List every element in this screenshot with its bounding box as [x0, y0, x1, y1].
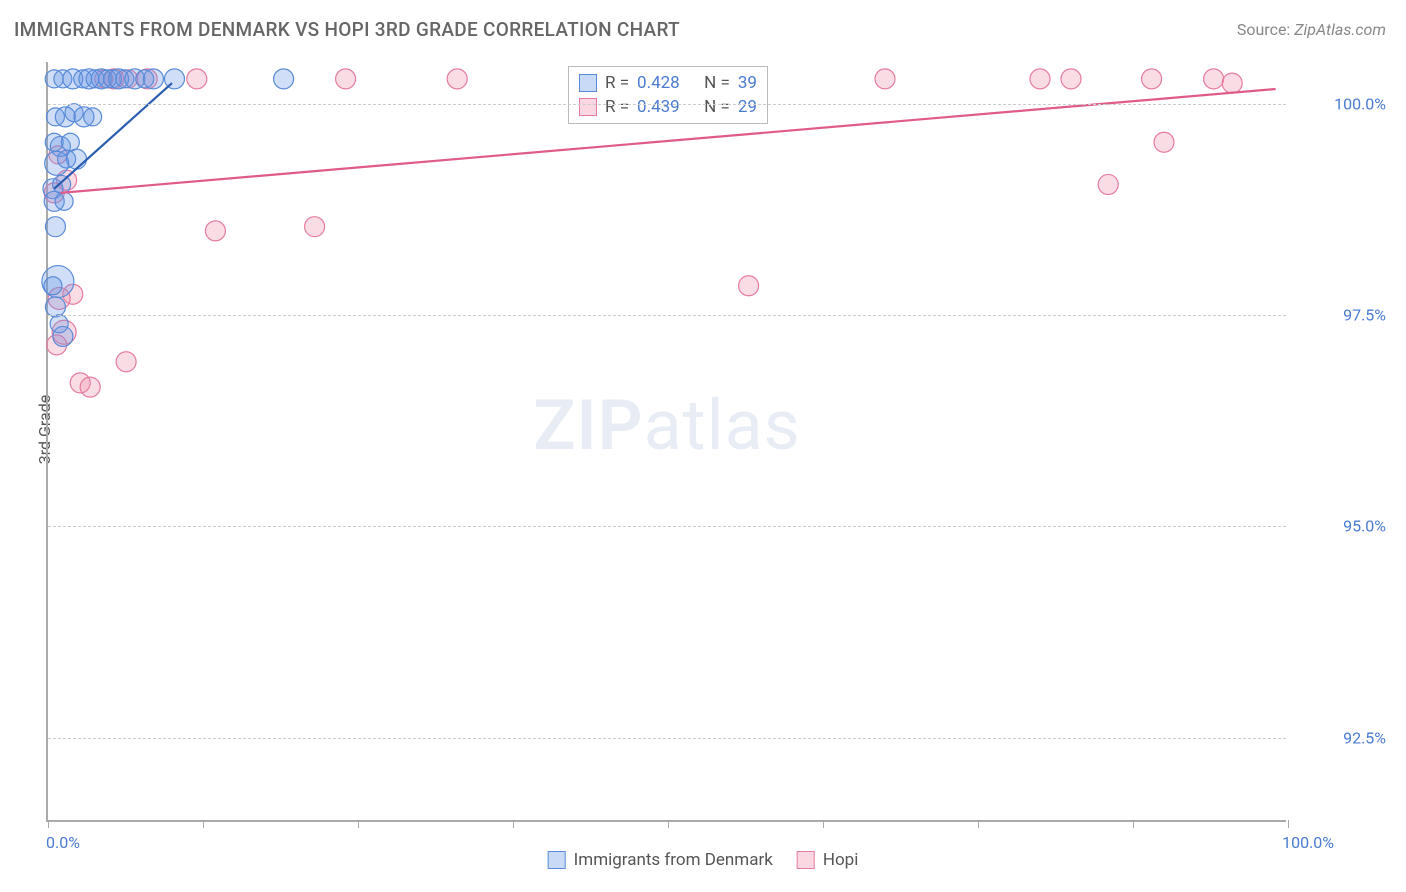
- scatter-point: [80, 377, 100, 397]
- r-label: R =: [605, 73, 629, 93]
- y-tick-label: 97.5%: [1343, 306, 1386, 325]
- chart-container: IMMIGRANTS FROM DENMARK VS HOPI 3RD GRAD…: [0, 0, 1406, 892]
- source-label: Source:: [1237, 20, 1290, 39]
- scatter-point: [53, 326, 73, 346]
- chart-title: IMMIGRANTS FROM DENMARK VS HOPI 3RD GRAD…: [14, 18, 680, 41]
- r-value-blue: 0.428: [637, 73, 680, 93]
- swatch-blue-icon: [579, 74, 597, 92]
- gridline-h: [48, 315, 1286, 316]
- scatter-point: [1222, 73, 1242, 93]
- source-value: ZipAtlas.com: [1294, 20, 1386, 39]
- scatter-point: [44, 277, 62, 295]
- scatter-point: [1030, 69, 1050, 89]
- x-tick: [823, 820, 824, 828]
- n-label: N =: [704, 73, 730, 93]
- x-axis-max-label: 100.0%: [1282, 833, 1334, 852]
- scatter-point: [45, 217, 65, 237]
- scatter-point: [187, 69, 207, 89]
- legend-label-pink: Hopi: [823, 850, 859, 870]
- n-label: N =: [704, 97, 730, 117]
- scatter-point: [67, 149, 87, 169]
- stats-box: R = 0.428 N = 39 R = 0.439 N = 29: [568, 66, 768, 124]
- bottom-legend: Immigrants from Denmark Hopi: [548, 850, 859, 870]
- swatch-pink-icon: [579, 98, 597, 116]
- stats-row-pink: R = 0.439 N = 29: [579, 95, 757, 119]
- scatter-point: [45, 297, 65, 317]
- scatter-point: [116, 352, 136, 372]
- x-tick: [513, 820, 514, 828]
- legend-item-blue: Immigrants from Denmark: [548, 850, 773, 870]
- stats-row-blue: R = 0.428 N = 39: [579, 71, 757, 95]
- gridline-h: [48, 526, 1286, 527]
- legend-label-blue: Immigrants from Denmark: [574, 850, 773, 870]
- legend-swatch-blue-icon: [548, 851, 566, 869]
- plot-area: ZIPatlas R = 0.428 N = 39 R = 0.439 N = …: [46, 62, 1286, 822]
- scatter-point: [875, 69, 895, 89]
- scatter-point: [55, 192, 73, 210]
- x-tick: [978, 820, 979, 828]
- x-tick: [48, 820, 49, 828]
- scatter-point: [1061, 69, 1081, 89]
- scatter-point: [447, 69, 467, 89]
- scatter-point: [143, 69, 163, 89]
- x-tick: [1133, 820, 1134, 828]
- scatter-point: [1204, 69, 1224, 89]
- r-label: R =: [605, 97, 629, 117]
- x-tick: [1288, 820, 1289, 828]
- scatter-svg: [48, 62, 1286, 820]
- r-value-pink: 0.439: [637, 97, 680, 117]
- scatter-point: [1154, 132, 1174, 152]
- y-tick-label: 92.5%: [1343, 728, 1386, 747]
- gridline-h: [48, 738, 1286, 739]
- legend-item-pink: Hopi: [797, 850, 859, 870]
- x-tick: [203, 820, 204, 828]
- y-tick-label: 95.0%: [1343, 517, 1386, 536]
- scatter-point: [205, 221, 225, 241]
- source-attribution: Source: ZipAtlas.com: [1237, 20, 1386, 39]
- scatter-point: [84, 108, 102, 126]
- scatter-point: [53, 175, 71, 193]
- y-tick-label: 100.0%: [1334, 95, 1386, 114]
- scatter-point: [274, 69, 294, 89]
- x-tick: [358, 820, 359, 828]
- scatter-point: [1142, 69, 1162, 89]
- scatter-point: [739, 276, 759, 296]
- x-tick: [668, 820, 669, 828]
- x-axis-min-label: 0.0%: [46, 833, 80, 852]
- legend-swatch-pink-icon: [797, 851, 815, 869]
- scatter-point: [336, 69, 356, 89]
- scatter-point: [305, 217, 325, 237]
- n-value-pink: 29: [738, 97, 757, 117]
- n-value-blue: 39: [738, 73, 757, 93]
- gridline-h: [48, 104, 1286, 105]
- scatter-point: [1098, 174, 1118, 194]
